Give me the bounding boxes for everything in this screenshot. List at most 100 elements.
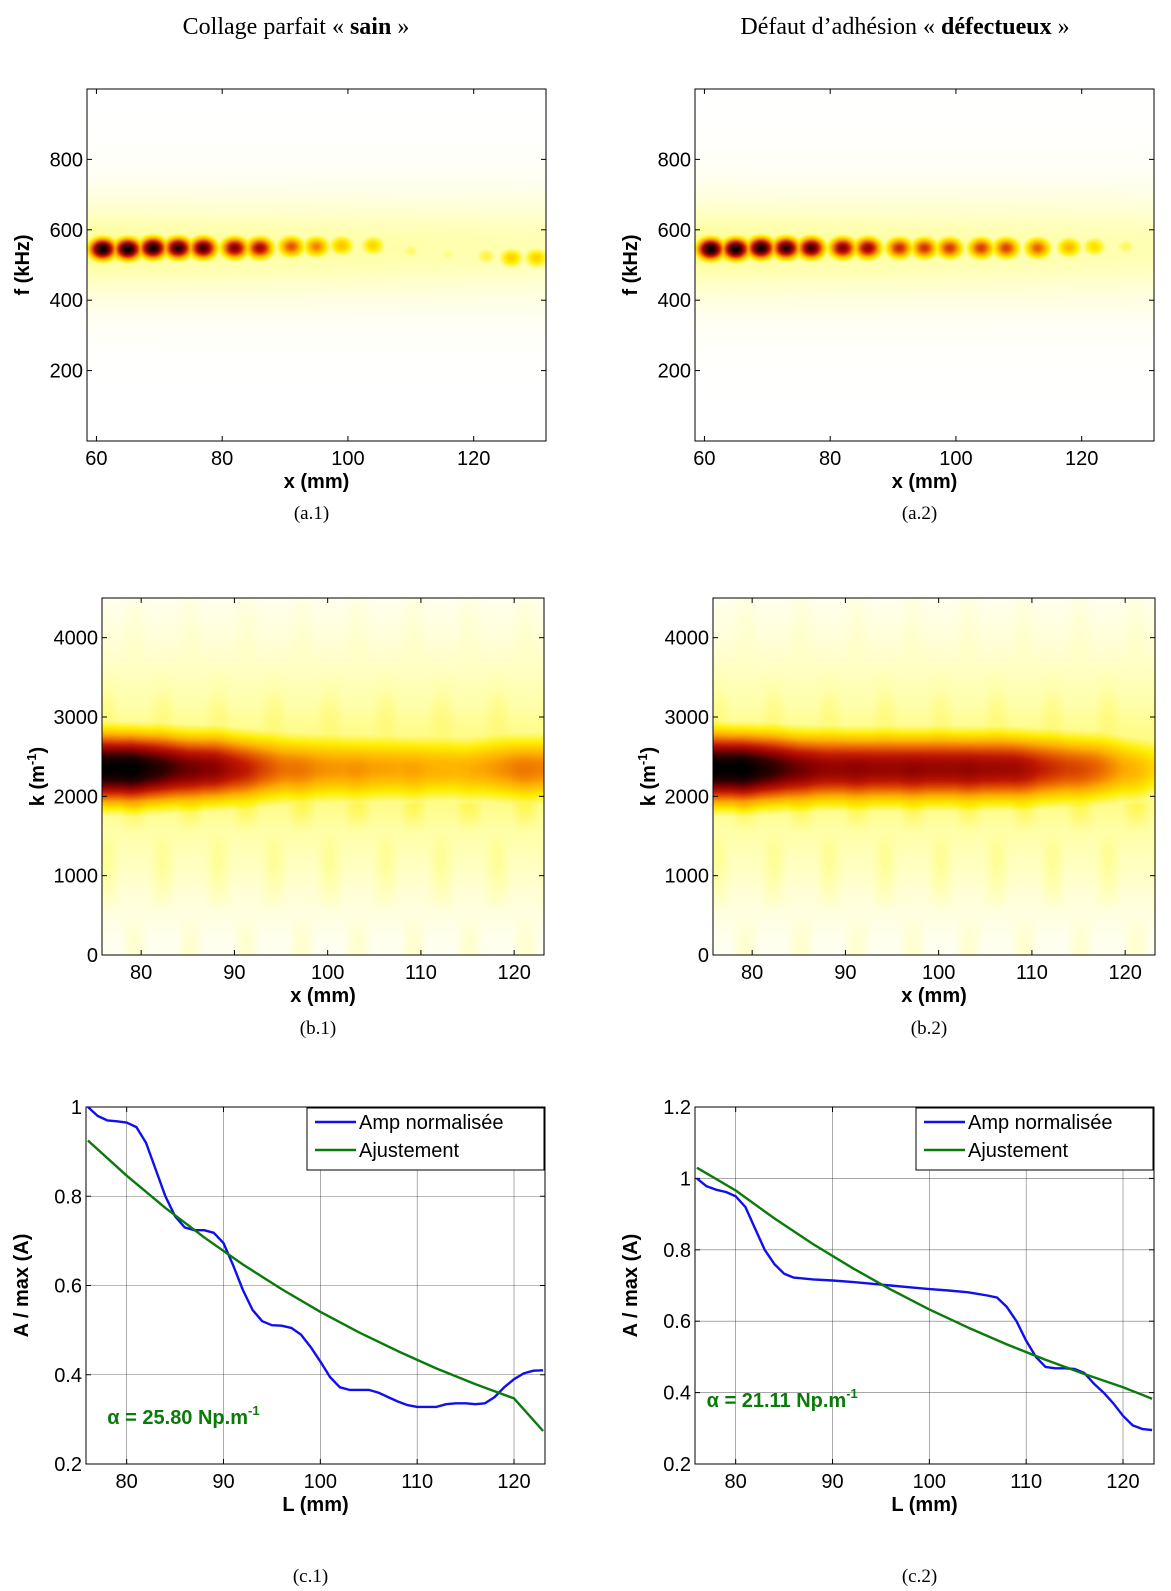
x-tick-label: 90 [834, 962, 856, 984]
x-tick-label: 120 [1106, 1471, 1139, 1493]
y-axis-label: A / max (A) [620, 1234, 642, 1338]
x-tick-label: 120 [1065, 448, 1098, 470]
x-axis-label: x (mm) [901, 985, 967, 1007]
y-tick-label: 2000 [54, 786, 99, 808]
x-tick-label: 120 [497, 962, 530, 984]
x-tick-label: 60 [85, 448, 107, 470]
heatmap-image [695, 89, 1154, 441]
panel-a1: 60 80 100 120 200 400 600 800 x (mm) f (kHz) (a.1) [12, 88, 547, 524]
y-tick-label: 0.6 [663, 1311, 691, 1333]
y-tick-label: 600 [50, 220, 83, 242]
y-tick-label: 3000 [665, 707, 710, 729]
x-tick-label: 120 [1108, 962, 1141, 984]
y-tick-label: 0.8 [663, 1240, 691, 1262]
x-tick-label: 100 [913, 1471, 946, 1493]
axes-frame [86, 88, 547, 442]
y-tick-label: 0.8 [54, 1186, 82, 1208]
y-tick-label: 400 [50, 290, 83, 312]
y-axis-label: k (m-1) [635, 747, 660, 806]
series-line-ajustement [696, 1166, 1153, 1400]
y-tick-label: 0 [87, 945, 98, 967]
x-axis-label: L (mm) [282, 1494, 348, 1516]
x-tick-label: 100 [304, 1471, 337, 1493]
x-tick-label: 90 [223, 962, 245, 984]
x-tick-label: 80 [116, 1471, 138, 1493]
x-tick-label: 110 [1016, 962, 1048, 984]
axes-frame [694, 88, 1155, 442]
series-line-amp-normalisee [87, 1106, 544, 1409]
x-axis-label: x (mm) [290, 985, 356, 1007]
x-tick-label: 100 [311, 962, 344, 984]
heatmap-image [87, 89, 546, 441]
x-tick-label: 100 [331, 448, 364, 470]
panel-b1: 80 90 100 110 120 0 1000 2000 3000 4000 x (mm) k (m… [24, 597, 545, 1039]
y-tick-label: 0.6 [54, 1276, 82, 1298]
x-tick-label: 120 [497, 1471, 530, 1493]
y-axis-label: f (kHz) [620, 234, 642, 295]
y-tick-label: 800 [658, 149, 691, 171]
y-tick-label: 0 [698, 945, 709, 967]
legend-entry: Amp normalisée [359, 1112, 504, 1134]
y-tick-label: 400 [658, 290, 691, 312]
y-tick-label: 1 [71, 1097, 82, 1119]
legend-box [306, 1107, 545, 1171]
x-tick-label: 100 [922, 962, 955, 984]
column-title-sain: Collage parfait « sain » [183, 14, 410, 40]
y-tick-label: 2000 [665, 786, 710, 808]
x-tick-label: 60 [693, 448, 715, 470]
legend-entry: Amp normalisée [968, 1112, 1113, 1134]
x-axis-label: x (mm) [284, 471, 350, 493]
y-tick-label: 200 [658, 361, 691, 383]
series-line-ajustement [87, 1139, 544, 1432]
y-tick-label: 1000 [665, 866, 710, 888]
axes-frame [101, 597, 545, 956]
legend: Amp normalisée Ajustement [306, 1107, 545, 1171]
x-tick-label: 90 [212, 1471, 234, 1493]
alpha-annotation: α = 21.11 Np.m-1 [707, 1386, 858, 1412]
panel-caption: (a.2) [902, 503, 937, 524]
panel-caption: (a.1) [294, 503, 329, 524]
panel-caption: (c.2) [902, 1566, 937, 1587]
panel-caption: (b.1) [300, 1018, 336, 1039]
panel-b2: 80 90 100 110 120 0 1000 2000 3000 4000 x (mm) k (m… [635, 597, 1156, 1039]
y-tick-label: 1000 [54, 866, 99, 888]
y-tick-label: 1 [680, 1168, 691, 1190]
y-tick-label: 4000 [665, 628, 710, 650]
series-line-amp-normalisee [696, 1177, 1153, 1432]
panel-caption: (c.1) [293, 1566, 328, 1587]
x-tick-label: 80 [130, 962, 152, 984]
panel-c1: 80 90 100 110 120 0.2 0.4 0.6 0.8 1 L (mm) A / max … [11, 1097, 546, 1587]
y-tick-label: 3000 [54, 707, 99, 729]
panel-c2: 80 90 100 110 120 0.2 0.4 0.6 0.8 1 1.2 L (mm) A / m… [620, 1097, 1155, 1587]
y-tick-label: 0.4 [663, 1383, 691, 1405]
x-tick-label: 120 [457, 448, 490, 470]
panel-caption: (b.2) [911, 1018, 947, 1039]
y-tick-label: 1.2 [663, 1097, 691, 1119]
axes-frame [712, 597, 1156, 956]
x-tick-label: 110 [1010, 1471, 1042, 1493]
y-axis-label: A / max (A) [11, 1234, 33, 1338]
y-tick-label: 200 [50, 361, 83, 383]
x-tick-label: 90 [821, 1471, 843, 1493]
x-tick-label: 80 [819, 448, 841, 470]
x-tick-label: 110 [405, 962, 437, 984]
x-tick-label: 80 [741, 962, 763, 984]
alpha-annotation: α = 25.80 Np.m-1 [107, 1403, 259, 1429]
y-tick-label: 0.4 [54, 1365, 82, 1387]
legend-box [915, 1107, 1154, 1171]
legend: Amp normalisée Ajustement [915, 1107, 1154, 1171]
heatmap-image [713, 598, 1155, 955]
legend-entry: Ajustement [968, 1140, 1068, 1162]
x-tick-label: 100 [939, 448, 972, 470]
y-tick-label: 800 [50, 149, 83, 171]
y-tick-label: 0.2 [54, 1454, 82, 1476]
y-axis-label: k (m-1) [24, 747, 49, 806]
y-tick-label: 0.2 [663, 1454, 691, 1476]
x-tick-label: 80 [725, 1471, 747, 1493]
legend-entry: Ajustement [359, 1140, 459, 1162]
x-axis-label: x (mm) [892, 471, 958, 493]
heatmap-image [102, 598, 544, 955]
x-tick-label: 80 [211, 448, 233, 470]
x-axis-label: L (mm) [891, 1494, 957, 1516]
